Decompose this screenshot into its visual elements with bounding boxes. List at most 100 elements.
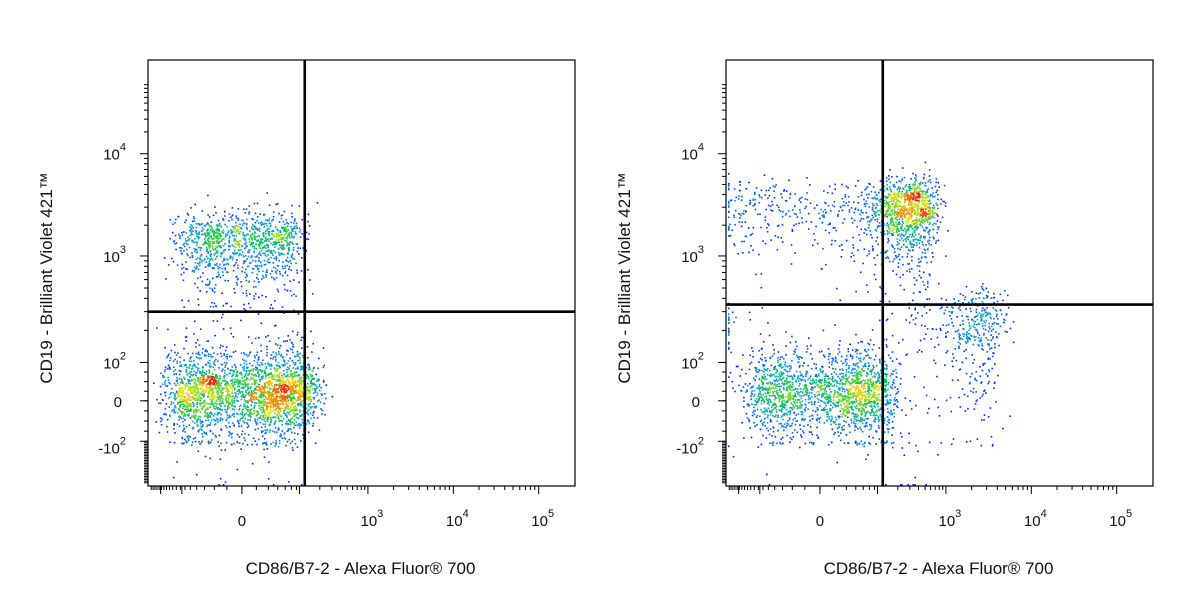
event-dot — [268, 340, 271, 343]
event-dot — [278, 383, 281, 386]
event-dot — [199, 257, 201, 259]
event-dot — [256, 265, 258, 268]
event-dot — [231, 387, 233, 390]
event-dot — [886, 318, 889, 320]
event-dot — [291, 204, 293, 207]
event-dot — [290, 410, 292, 412]
event-dot — [259, 247, 262, 249]
event-dot — [851, 349, 854, 351]
event-dot — [913, 277, 916, 279]
event-dot — [831, 361, 833, 363]
event-dot — [215, 391, 218, 394]
event-dot — [205, 433, 208, 436]
event-dot — [295, 413, 297, 415]
event-dot — [318, 399, 320, 401]
event-dot — [285, 401, 288, 404]
event-dot — [232, 373, 235, 375]
event-dot — [795, 223, 797, 225]
event-dot — [292, 400, 294, 403]
event-dot — [258, 407, 261, 410]
event-dot — [829, 222, 831, 224]
event-dot — [226, 408, 229, 411]
event-dot — [255, 422, 257, 424]
event-dot — [180, 391, 183, 394]
event-dot — [202, 391, 205, 394]
event-dot — [241, 251, 244, 253]
event-dot — [197, 398, 200, 401]
event-dot — [300, 440, 302, 442]
event-dot — [935, 328, 938, 331]
event-dot — [192, 438, 195, 440]
event-dot — [301, 368, 304, 371]
event-dot — [217, 265, 219, 268]
event-dot — [220, 449, 223, 451]
event-dot — [283, 391, 286, 393]
event-dot — [728, 341, 730, 344]
event-dot — [751, 414, 754, 417]
event-dot — [290, 388, 292, 390]
event-dot — [868, 441, 870, 444]
event-dot — [290, 392, 293, 394]
event-dot — [936, 220, 939, 222]
event-dot — [264, 371, 266, 373]
event-dot — [214, 263, 216, 266]
event-dot — [246, 400, 249, 403]
event-dot — [235, 399, 237, 402]
event-dot — [180, 249, 182, 252]
event-dot — [952, 307, 954, 309]
event-dot — [288, 412, 290, 414]
event-dot — [902, 338, 904, 341]
event-dot — [236, 468, 239, 471]
event-dot — [276, 203, 279, 205]
event-dot — [184, 414, 187, 417]
event-dot — [274, 356, 277, 359]
event-dot — [912, 299, 914, 302]
event-dot — [212, 387, 214, 390]
event-dot — [851, 222, 854, 224]
event-dot — [252, 242, 254, 244]
event-dot — [853, 201, 855, 203]
event-dot — [774, 235, 777, 237]
event-dot — [198, 383, 201, 385]
event-dot — [272, 215, 275, 218]
event-dot — [248, 415, 250, 417]
event-dot — [301, 377, 303, 379]
event-dot — [794, 252, 796, 254]
event-dot — [289, 423, 292, 425]
event-dot — [838, 344, 841, 346]
event-dot — [308, 408, 310, 411]
event-dot — [278, 386, 281, 388]
event-dot — [175, 242, 178, 244]
event-dot — [309, 392, 311, 394]
event-dot — [186, 239, 189, 242]
event-dot — [268, 461, 270, 463]
event-dot — [899, 363, 902, 365]
event-dot — [213, 352, 215, 354]
event-dot — [779, 210, 782, 213]
event-dot — [182, 415, 185, 417]
event-dot — [269, 237, 272, 240]
event-dot — [178, 408, 180, 410]
event-dot — [173, 424, 175, 426]
event-dot — [908, 432, 910, 435]
event-dot — [278, 254, 281, 256]
event-dot — [288, 402, 290, 405]
event-dot — [937, 343, 940, 346]
event-dot — [186, 268, 189, 270]
event-dot — [875, 430, 877, 432]
event-dot — [767, 197, 769, 199]
event-dot — [205, 419, 207, 422]
event-dot — [187, 437, 190, 440]
event-dot — [257, 358, 260, 360]
event-dot — [263, 438, 266, 440]
event-dot — [291, 228, 293, 230]
event-dot — [827, 204, 830, 207]
event-dot — [295, 375, 298, 377]
event-dot — [770, 364, 773, 367]
event-dot — [189, 385, 192, 388]
event-dot — [234, 240, 236, 242]
event-dot — [212, 398, 215, 401]
event-dot — [246, 426, 249, 429]
event-dot — [168, 353, 170, 356]
